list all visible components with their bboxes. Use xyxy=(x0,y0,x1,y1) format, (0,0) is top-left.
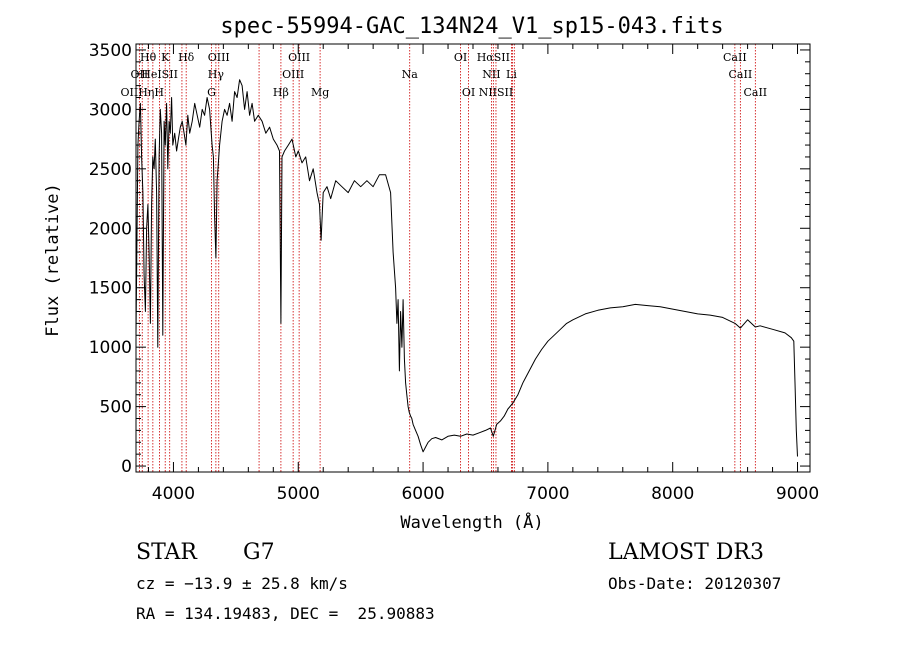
y-tick-label: 0 xyxy=(121,457,132,477)
line-label: CaII xyxy=(729,68,753,81)
line-label: CaII xyxy=(743,86,767,99)
x-axis-label: Wavelength (Å) xyxy=(400,511,543,533)
line-label: OI xyxy=(462,86,475,99)
x-tick-label: 9000 xyxy=(776,484,819,504)
chart-title: spec-55994-GAC_134N24_V1_sp15-043.fits xyxy=(220,14,723,39)
line-label: CaII xyxy=(723,51,747,64)
x-tick-label: 8000 xyxy=(651,484,694,504)
y-tick-label: 2500 xyxy=(89,160,132,180)
line-label: Hθ xyxy=(140,51,157,64)
line-label: HeISII xyxy=(141,68,178,81)
x-tick-label: 6000 xyxy=(401,484,444,504)
y-tick-label: 3000 xyxy=(89,100,132,120)
line-label: HαSII xyxy=(477,51,510,64)
redshift-velocity: cz = −13.9 ± 25.8 km/s xyxy=(136,574,348,593)
line-label: OII xyxy=(131,68,149,81)
line-label: OIII xyxy=(288,51,310,64)
emission-line-markers xyxy=(138,44,756,472)
line-label: G xyxy=(207,86,216,99)
y-axis-label: Flux (relative) xyxy=(43,183,63,337)
y-axis: 0 500 1000 1500 2000 2500 3000 3500 xyxy=(89,41,810,477)
line-label: OI xyxy=(454,51,467,64)
coordinates: RA = 134.19483, DEC = 25.90883 xyxy=(136,604,435,623)
line-label: Li xyxy=(506,68,517,81)
observation-date: Obs-Date: 20120307 xyxy=(608,574,782,593)
spectrum-series xyxy=(135,79,798,457)
line-label: NIISII xyxy=(479,86,514,99)
y-tick-label: 1000 xyxy=(89,338,132,358)
line-label: NII xyxy=(482,68,500,81)
line-label: K xyxy=(161,51,170,64)
star-class: STAR xyxy=(136,540,197,565)
star-subclass: G7 xyxy=(243,540,275,565)
y-tick-label: 3500 xyxy=(89,41,132,61)
line-label: Hβ xyxy=(273,86,289,99)
line-label: OIII xyxy=(282,68,304,81)
spectrum-line xyxy=(135,79,798,457)
x-tick-label: 7000 xyxy=(526,484,569,504)
line-label: Hγ xyxy=(208,68,225,81)
plot-frame xyxy=(135,43,811,473)
survey-name: LAMOST DR3 xyxy=(608,540,764,565)
y-tick-label: 2000 xyxy=(89,219,132,239)
y-tick-label: 1500 xyxy=(89,279,132,299)
line-label: Mg xyxy=(311,86,329,99)
x-axis: 4000 5000 6000 7000 8000 9000 xyxy=(147,44,819,504)
line-label: Na xyxy=(402,68,419,81)
x-tick-label: 5000 xyxy=(277,484,320,504)
line-label: OIIHηH xyxy=(120,86,163,99)
x-tick-label: 4000 xyxy=(152,484,195,504)
line-label: Hδ xyxy=(178,51,195,64)
y-tick-label: 500 xyxy=(100,398,132,418)
line-label: OIII xyxy=(208,51,230,64)
